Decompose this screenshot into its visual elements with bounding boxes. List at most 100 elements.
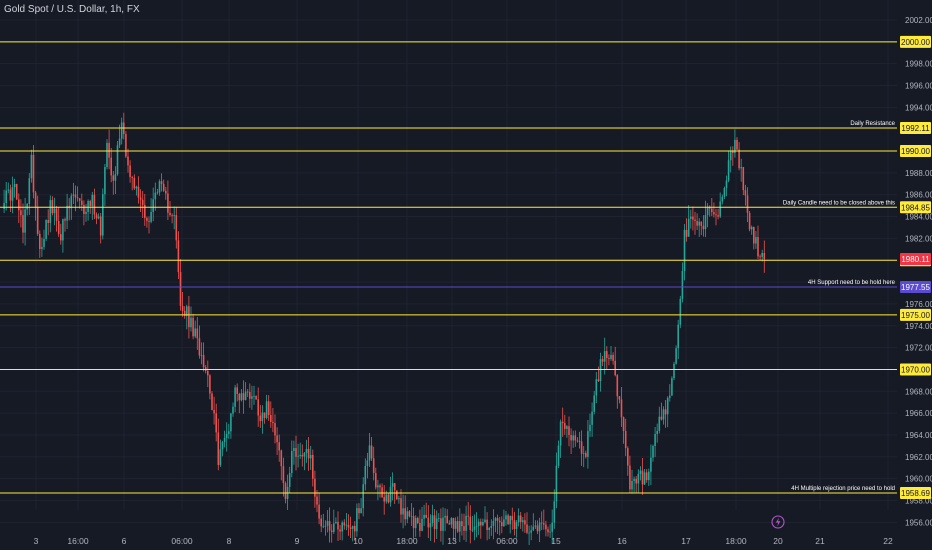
candle-body: [154, 192, 157, 200]
candle-body: [102, 194, 104, 236]
candle-body: [108, 142, 110, 158]
candle-body: [465, 515, 467, 531]
price-badge: [900, 121, 931, 134]
candle-body: [587, 431, 589, 457]
candle-body: [694, 219, 696, 222]
candle-body: [696, 221, 698, 226]
candle-body: [370, 445, 373, 459]
candle-body: [633, 478, 635, 481]
time-axis[interactable]: 3 16:00 6 06:00 8 9 10 18:00 13 06:00 15 16 17 18:00 2…: [34, 536, 893, 546]
y-tick-label: 1964.00: [905, 431, 932, 440]
candle-body: [553, 501, 556, 523]
candle-body: [43, 238, 45, 247]
candle-body: [442, 517, 444, 531]
candle-body: [486, 519, 488, 530]
candle-body: [505, 515, 507, 520]
candle-body: [20, 210, 22, 216]
candle-body: [349, 527, 352, 529]
candle-body: [152, 199, 154, 212]
y-tick-label: 1962.00: [905, 453, 932, 462]
candle-body: [22, 215, 24, 233]
candle-body: [358, 508, 360, 514]
candle-body: [66, 205, 68, 221]
candle-body: [47, 220, 49, 223]
candle-body: [603, 351, 606, 362]
candle-body: [383, 497, 385, 502]
candle-body: [387, 494, 390, 503]
price-badge: [900, 486, 931, 499]
candle-body: [738, 149, 740, 169]
candle-body: [246, 391, 249, 393]
replay-button[interactable]: [771, 515, 785, 529]
y-tick-label: 1984.00: [905, 213, 932, 222]
y-tick-label: 1968.00: [905, 387, 932, 396]
candle-body: [391, 483, 394, 487]
price-axis[interactable]: 1956.00 1958.00 1960.00 1962.00 1964.00 1966.…: [900, 16, 932, 527]
candle-body: [658, 416, 661, 431]
candle-body: [454, 521, 457, 529]
candle-body: [755, 237, 757, 244]
candle-body: [30, 154, 33, 179]
candle-body: [372, 458, 375, 474]
candle-body: [15, 184, 18, 200]
candle-body: [396, 490, 398, 500]
candle-body: [139, 197, 142, 200]
candle-body: [179, 272, 182, 306]
candle-body: [511, 516, 514, 521]
candle-body: [757, 237, 759, 257]
candle-body: [435, 518, 438, 530]
candle-body: [723, 188, 726, 197]
candle-body: [129, 165, 131, 177]
candle-body: [400, 498, 402, 515]
candle-body: [330, 530, 333, 532]
price-badge: [900, 145, 931, 158]
candle-body: [517, 515, 520, 523]
candle-body: [74, 194, 77, 198]
x-tick-label: 10: [353, 536, 363, 546]
x-tick-label: 06:00: [171, 536, 193, 546]
candle-body: [249, 391, 251, 399]
candle-body: [469, 516, 472, 531]
candle-body: [26, 203, 28, 210]
candle-body: [104, 167, 106, 195]
candle-body: [637, 473, 640, 484]
y-tick-label: 1960.00: [905, 475, 932, 484]
candle-body: [305, 448, 308, 454]
candle-body: [97, 216, 100, 219]
candle-body: [7, 189, 10, 191]
candle-body: [288, 473, 291, 487]
candle-body: [719, 201, 721, 217]
candle-body: [551, 522, 553, 532]
candle-body: [530, 530, 532, 533]
candle-body: [471, 529, 474, 531]
candle-body: [24, 209, 26, 233]
candle-body: [585, 453, 587, 457]
horizontal-levels: Daily Resistance Daily Candle need to be …: [0, 41, 897, 494]
candle-body: [404, 508, 406, 520]
candle-body: [482, 521, 484, 526]
x-tick-label: 16: [617, 536, 627, 546]
level-annotation: 4H Multiple rejection price need to hold: [791, 486, 895, 492]
level-annotation: Daily Candle need to be closed above thi…: [783, 200, 895, 206]
candle-body: [687, 218, 690, 237]
candle-body: [293, 448, 295, 452]
candle-body: [450, 518, 453, 525]
price-badge-label: 1980.11: [901, 255, 930, 264]
candle-body: [643, 472, 646, 485]
candle-body: [316, 496, 318, 505]
candle-body: [538, 522, 541, 532]
candle-body: [524, 520, 526, 525]
candle-body: [95, 214, 98, 219]
candle-body: [215, 413, 217, 433]
candle-body: [599, 359, 602, 382]
price-badge-label: 1984.85: [901, 203, 930, 212]
candle-body: [679, 298, 682, 325]
candle-body: [381, 487, 383, 498]
candle-body: [242, 393, 245, 400]
candle-body: [368, 445, 371, 461]
candle-body: [272, 421, 274, 424]
price-badge: [900, 363, 931, 376]
y-tick-label: 1986.00: [905, 191, 932, 200]
candle-body: [561, 421, 564, 424]
